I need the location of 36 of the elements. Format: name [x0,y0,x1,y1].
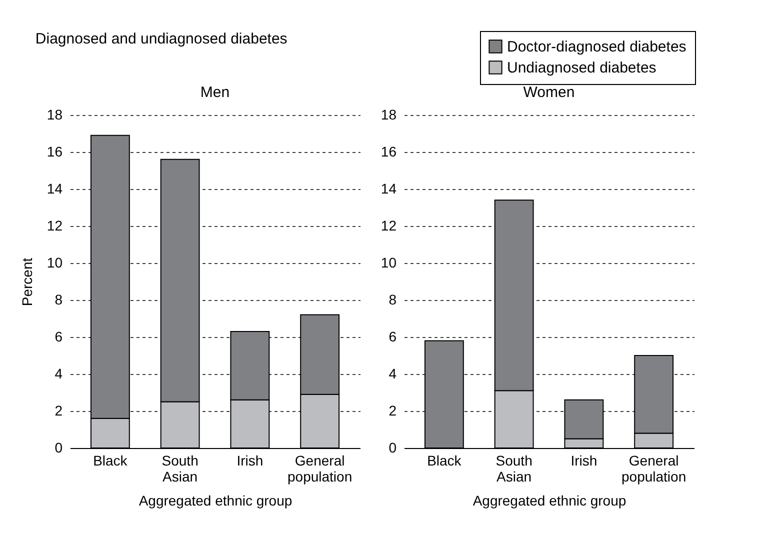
y-tick-label: 0 [54,440,63,456]
y-tick-label: 14 [46,180,63,196]
y-tick-label: 2 [54,402,63,418]
x-tick-label: Irish [570,452,598,468]
y-tick-label: 16 [46,144,63,160]
y-tick-label: 12 [46,218,63,234]
chart-title: Women [523,84,575,101]
y-tick-label: 4 [54,366,63,382]
y-tick-label: 0 [388,440,397,456]
chart-title: Men [200,84,230,101]
x-tick-label: South Asian [162,452,198,484]
x-axis-title: Aggregated ethnic group [138,492,292,508]
y-tick-label: 18 [380,106,397,122]
y-tick-label: 14 [380,180,397,196]
y-tick-label: 10 [380,254,397,270]
y-tick-label: 8 [54,292,63,308]
legend-label: Undiagnosed diabetes [507,60,656,76]
text: Diagnosed and undiagnosed diabetes [35,30,288,48]
y-tick-label: 4 [388,366,397,382]
y-axis-title: Percent [18,258,35,306]
x-tick-label: General population [622,452,686,484]
y-tick-label: 12 [380,218,397,234]
y-tick-label: 2 [388,402,397,418]
x-tick-label: South Asian [496,452,532,484]
x-tick-label: Black [93,452,128,468]
y-tick-label: 6 [54,328,63,344]
x-axis-title: Aggregated ethnic group [472,492,626,508]
y-tick-label: 8 [388,292,397,308]
y-tick-label: 16 [380,144,397,160]
y-tick-label: 10 [46,254,63,270]
x-tick-label: General population [288,452,352,484]
y-tick-label: 18 [46,106,63,122]
x-tick-label: Irish [236,452,264,468]
y-tick-label: 6 [388,328,397,344]
x-tick-label: Black [427,452,462,468]
legend-label: Doctor-diagnosed diabetes [507,38,686,56]
